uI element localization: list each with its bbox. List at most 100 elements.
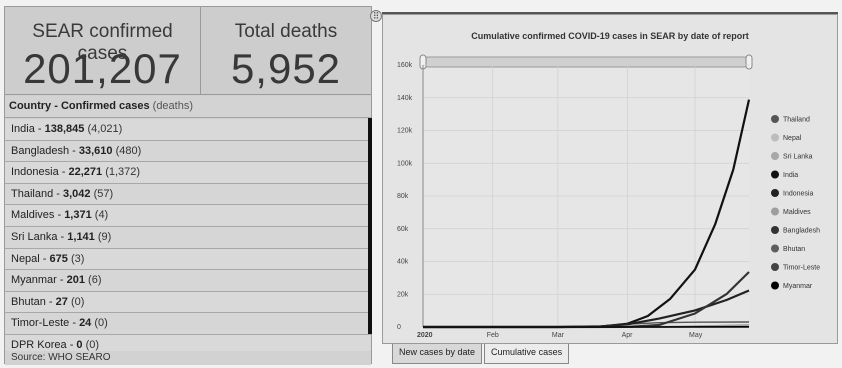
country-cases: 1,371 xyxy=(64,209,92,222)
legend-marker[interactable] xyxy=(771,152,779,160)
y-tick-label: 60k xyxy=(397,226,409,233)
chart-top-border xyxy=(382,12,838,14)
country-list-header-deaths: (deaths) xyxy=(152,100,194,112)
country-row-bhutan[interactable]: Bhutan - 27 (0) xyxy=(5,291,371,314)
country-deaths: (480) xyxy=(112,144,142,157)
country-list-header-title: Country - Confirmed cases xyxy=(9,100,150,112)
x-tick-label: Apr xyxy=(622,332,634,339)
country-row-thailand[interactable]: Thailand - 3,042 (57) xyxy=(5,183,371,206)
resize-handle-icon[interactable]: ⠿ xyxy=(370,10,382,22)
legend-marker[interactable] xyxy=(771,207,779,216)
legend-marker[interactable] xyxy=(771,244,779,253)
range-slider xyxy=(422,56,750,68)
legend-marker[interactable] xyxy=(771,226,779,234)
country-separator: - xyxy=(54,209,65,222)
country-cases: 3,042 xyxy=(62,187,91,200)
country-list-header: Country - Confirmed cases (deaths) xyxy=(5,96,371,118)
country-separator: - xyxy=(39,252,50,265)
legend-label: Maldives xyxy=(783,209,811,216)
country-deaths: (0) xyxy=(82,338,100,351)
country-separator: - xyxy=(58,166,69,179)
tab-new-cases-by-date[interactable]: New cases by date xyxy=(392,344,483,364)
y-tick-label: 100k xyxy=(397,160,413,167)
legend-marker[interactable] xyxy=(771,115,779,123)
list-scrollbar[interactable] xyxy=(368,118,372,334)
legend-label: Myanmar xyxy=(783,283,813,290)
legend-label: Sri Lanka xyxy=(783,154,813,161)
country-cases: 675 xyxy=(49,252,68,265)
country-deaths: (0) xyxy=(91,317,108,330)
total-deaths-card: Total deaths 5,952 xyxy=(201,7,371,95)
country-row-myanmar[interactable]: Myanmar - 201 (6) xyxy=(5,270,371,292)
country-separator: - xyxy=(69,317,80,330)
country-cases: 1,141 xyxy=(67,230,95,243)
country-name: DPR Korea xyxy=(11,338,67,351)
y-tick-label: 40k xyxy=(397,259,409,266)
country-cases: 22,271 xyxy=(68,166,103,179)
country-cases: 201 xyxy=(66,274,85,287)
x-tick-label: May xyxy=(689,332,703,339)
country-name: Nepal xyxy=(11,252,40,265)
legend-marker[interactable] xyxy=(771,170,779,179)
country-name: Indonesia xyxy=(11,166,59,179)
tab-cumulative-cases[interactable]: Cumulative cases xyxy=(484,344,570,364)
country-deaths: (0) xyxy=(67,295,85,308)
legend-marker[interactable] xyxy=(771,189,779,197)
x-tick-label: Feb xyxy=(487,332,499,339)
country-deaths: (4,021) xyxy=(84,123,123,135)
country-deaths: (1,372) xyxy=(102,166,141,179)
country-cases: 138,845 xyxy=(44,123,85,135)
country-separator: - xyxy=(56,274,67,287)
confirmed-cases-label: SEAR confirmed cases xyxy=(32,21,173,64)
country-row-nepal[interactable]: Nepal - 675 (3) xyxy=(5,248,371,271)
cumulative-cases-chart: 0 20k 40k 60k 80k 100k 120k 140k 160k 2020 Feb Mar A… xyxy=(397,54,820,339)
country-deaths: (3) xyxy=(67,252,85,265)
country-separator: - xyxy=(66,338,77,351)
legend-label: India xyxy=(783,172,798,179)
total-deaths-value: 5,952 xyxy=(230,45,342,92)
country-row-maldives[interactable]: Maldives - 1,371 (4) xyxy=(5,205,371,227)
country-row-indonesia[interactable]: Indonesia - 22,271 (1,372) xyxy=(5,162,371,184)
country-cases: 24 xyxy=(79,317,92,330)
country-name: Maldives xyxy=(11,209,55,222)
y-tick-label: 140k xyxy=(397,95,413,102)
range-slider-handle-right[interactable] xyxy=(745,54,753,70)
legend-label: Timor-Leste xyxy=(783,265,820,272)
country-name: Bangladesh xyxy=(11,144,70,157)
legend-marker[interactable] xyxy=(771,133,779,142)
country-list[interactable]: India - 138,845 (4,021) Bangladesh - 33,6… xyxy=(5,119,371,357)
country-name: Bhutan xyxy=(11,295,46,308)
country-deaths: (57) xyxy=(90,187,114,200)
country-name: Myanmar xyxy=(11,274,57,287)
country-row-india[interactable]: India - 138,845 (4,021) xyxy=(5,119,371,141)
y-tick-label: 20k xyxy=(397,291,409,298)
country-name: Sri Lanka xyxy=(11,230,58,243)
x-tick-label: Mar xyxy=(552,332,565,339)
country-name: India xyxy=(11,123,35,135)
y-tick-label: 80k xyxy=(397,193,409,200)
country-row-sri-lanka[interactable]: Sri Lanka - 1,141 (9) xyxy=(5,226,371,249)
country-row-bangladesh[interactable]: Bangladesh - 33,610 (480) xyxy=(5,140,371,163)
confirmed-cases-value: 201,207 xyxy=(23,45,182,92)
country-row-timor-leste[interactable]: Timor-Leste - 24 (0) xyxy=(5,313,371,335)
legend-label: Nepal xyxy=(783,135,802,142)
country-name: Thailand xyxy=(11,187,54,200)
country-name: Timor-Leste xyxy=(11,317,70,330)
legend-label: Indonesia xyxy=(783,191,813,198)
chart-title: Cumulative confirmed COVID-19 cases in S… xyxy=(471,31,749,41)
country-separator: - xyxy=(53,187,63,200)
y-tick-label: 120k xyxy=(397,128,413,135)
country-deaths: (4) xyxy=(91,209,109,222)
source-note: Source: WHO SEARO xyxy=(5,351,371,365)
y-tick-label: 160k xyxy=(397,62,413,69)
total-deaths-label: Total deaths xyxy=(234,21,338,42)
y-tick-label: 0 xyxy=(397,324,401,331)
legend-marker[interactable] xyxy=(771,263,779,271)
legend-marker[interactable] xyxy=(771,281,779,290)
legend-label: Bangladesh xyxy=(783,228,820,235)
country-separator: - xyxy=(57,230,68,243)
chart-tabs: New cases by date Cumulative cases xyxy=(392,344,570,364)
country-cases: 0 xyxy=(76,338,83,351)
stats-panel: SEAR confirmed cases 201,207 Total death… xyxy=(4,6,372,365)
